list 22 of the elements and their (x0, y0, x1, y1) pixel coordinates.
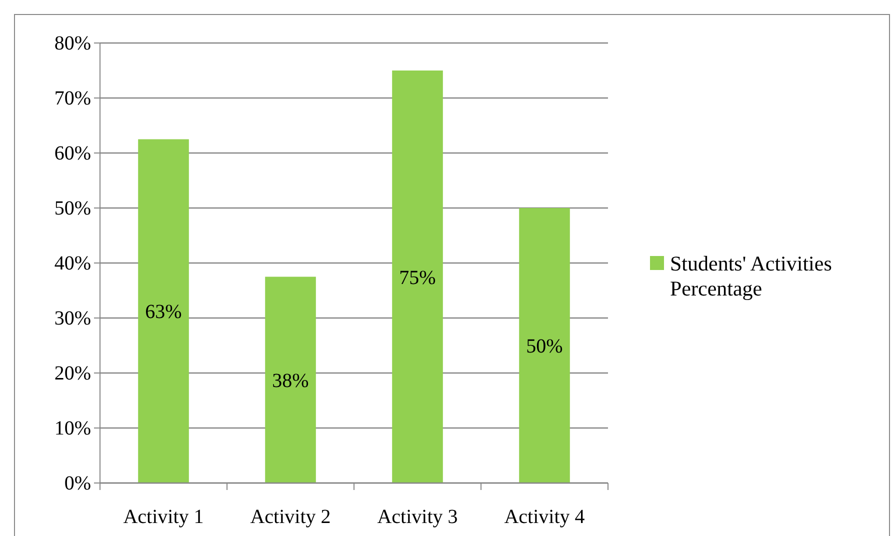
data-label: 38% (272, 370, 309, 392)
x-tick-label: Activity 2 (250, 506, 331, 528)
y-tick-label: 50% (54, 197, 91, 220)
y-tick-label: 40% (54, 252, 91, 274)
x-tick-label: Activity 1 (123, 506, 204, 528)
bar (392, 70, 443, 483)
bar (519, 208, 570, 483)
y-tick-label: 10% (54, 417, 91, 440)
x-tick-label: Activity 3 (377, 506, 458, 528)
y-tick-label: 0% (64, 472, 91, 494)
x-tick-label: Activity 4 (504, 506, 585, 528)
data-label: 75% (399, 266, 436, 289)
y-tick-label: 60% (54, 142, 91, 164)
y-tick-label: 70% (54, 87, 91, 110)
y-tick-label: 20% (54, 362, 91, 384)
data-label: 63% (145, 301, 182, 324)
legend-label: Students' Activities Percentage (670, 251, 832, 301)
y-tick-label: 30% (54, 307, 91, 330)
bar (265, 276, 316, 483)
bar (138, 139, 189, 483)
data-label: 50% (526, 336, 563, 358)
y-tick-label: 80% (54, 32, 91, 54)
